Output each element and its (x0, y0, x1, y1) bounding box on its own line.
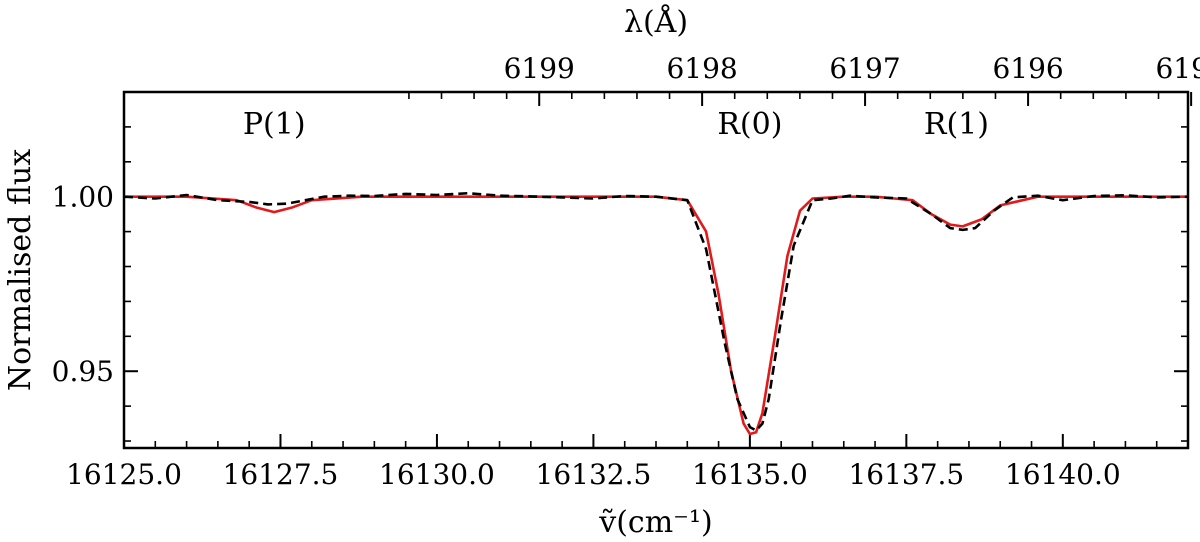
top-tick-label: 6197 (829, 52, 900, 85)
data-series (123, 191, 1189, 436)
top-axis-title: λ(Å) (624, 4, 688, 40)
line-label: R(0) (717, 107, 782, 142)
line-annotations: P(1) R(0) R(1) (243, 107, 989, 142)
axis-ticks (123, 91, 1193, 448)
plot-frame (122, 90, 1190, 450)
top-tick-label: 6195 (1155, 52, 1200, 85)
x-tick-label: 16130.0 (379, 458, 495, 491)
axis-tick-labels: 16125.0 16127.5 16130.0 16132.5 16135.0 16137… (52, 52, 1200, 491)
x-tick-label: 16140.0 (1005, 458, 1121, 491)
x-tick-label: 16132.5 (536, 458, 652, 491)
x-tick-label: 16125.0 (66, 458, 182, 491)
y-axis-title: Normalised flux (3, 149, 38, 391)
line-label: P(1) (243, 107, 306, 142)
x-axis-title: ṽ(cm⁻¹) (598, 505, 712, 540)
top-tick-label: 6198 (666, 52, 737, 85)
observed-spectrum-line (123, 191, 1189, 432)
top-tick-label: 6199 (504, 52, 575, 85)
top-tick-label: 6196 (992, 52, 1063, 85)
y-tick-label: 1.00 (52, 181, 114, 214)
x-tick-label: 16135.0 (692, 458, 808, 491)
model-fit-line (124, 195, 1188, 436)
y-tick-label: 0.95 (52, 355, 114, 388)
x-tick-label: 16127.5 (223, 458, 339, 491)
x-tick-label: 16137.5 (848, 458, 964, 491)
line-label: R(1) (924, 107, 989, 142)
